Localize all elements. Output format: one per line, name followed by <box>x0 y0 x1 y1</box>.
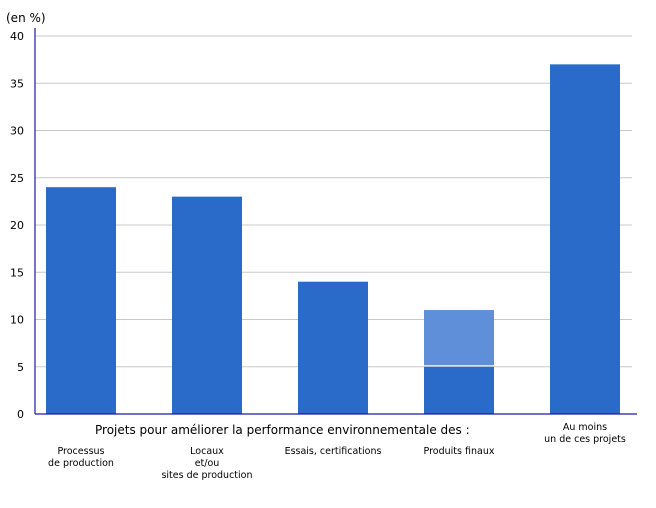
y-tick-label: 0 <box>17 408 24 421</box>
bar <box>424 366 494 414</box>
y-tick-label: 25 <box>10 172 24 185</box>
axes <box>34 28 637 415</box>
y-tick-label: 20 <box>10 219 24 232</box>
x-tick-label: un de ces projets <box>544 434 626 445</box>
bar <box>46 187 116 414</box>
y-tick-label: 5 <box>17 361 24 374</box>
x-tick-label: sites de production <box>161 470 252 481</box>
y-tick-label: 15 <box>10 266 24 279</box>
y-axis-label: (en %) <box>6 11 46 25</box>
category-group-caption: Projets pour améliorer la performance en… <box>95 423 470 437</box>
bar-segment <box>424 310 494 366</box>
x-tick-label: Au moins <box>563 422 607 433</box>
x-tick-label: de production <box>48 458 114 469</box>
y-tick-label: 40 <box>10 30 24 43</box>
y-tick-label: 35 <box>10 77 24 90</box>
gridlines <box>35 35 632 368</box>
x-tick-label: Essais, certifications <box>285 446 382 457</box>
x-tick-label: Locaux <box>190 446 224 457</box>
x-tick-label: Processus <box>57 446 104 457</box>
y-tick-label: 30 <box>10 125 24 138</box>
y-tick-label: 10 <box>10 314 24 327</box>
bar <box>172 196 242 414</box>
x-tick-label: Produits finaux <box>424 446 495 457</box>
bars <box>46 64 620 414</box>
x-tick-label: et/ou <box>195 458 220 469</box>
bar <box>298 281 368 414</box>
bar <box>550 64 620 414</box>
labels: (en %) Projets pour améliorer la perform… <box>6 11 626 481</box>
